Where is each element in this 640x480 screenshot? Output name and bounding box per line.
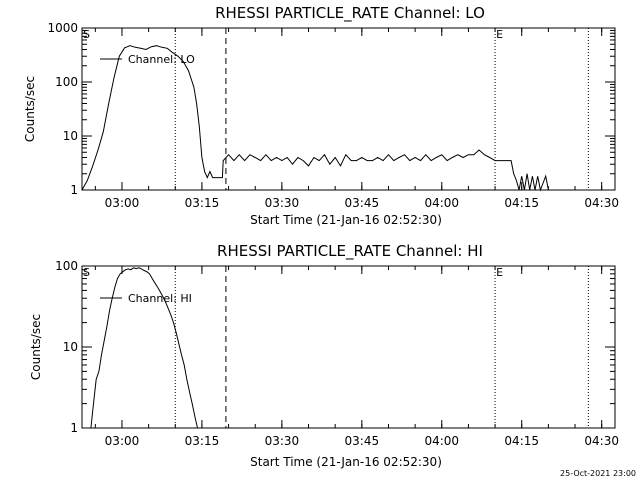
hi-panel-title: RHESSI PARTICLE_RATE Channel: HI xyxy=(217,242,483,261)
hi-series-line xyxy=(90,267,198,429)
lo-y-tick-label: 10 xyxy=(63,129,78,143)
lo-x-tick-label: 03:30 xyxy=(265,196,300,210)
hi-x-axis-ticks: 03:00 03:15 03:30 03:45 04:00 04:15 04:30 xyxy=(94,266,619,448)
hi-marker-label: S xyxy=(83,266,90,279)
lo-plot-frame xyxy=(81,27,616,191)
hi-marker-label: E xyxy=(496,266,503,279)
hi-x-tick-label: 03:15 xyxy=(185,434,220,448)
hi-x-tick-label: 03:45 xyxy=(345,434,380,448)
lo-legend-label: Channel: LO xyxy=(128,53,195,66)
hi-y-tick-label: 10 xyxy=(63,340,78,354)
lo-y-axis-ticks: 1 10 100 1000 xyxy=(47,21,615,197)
hi-x-axis-label: Start Time (21-Jan-16 02:52:30) xyxy=(250,455,442,469)
hi-legend-label: Channel: HI xyxy=(128,292,192,305)
lo-channel-panel: RHESSI PARTICLE_RATE Channel: LO S E 03:0… xyxy=(23,4,619,227)
lo-y-tick-label: 1000 xyxy=(47,21,78,35)
hi-x-tick-label: 04:15 xyxy=(504,434,539,448)
lo-x-tick-label: 03:00 xyxy=(105,196,140,210)
lo-marker-label: E xyxy=(496,28,503,41)
hi-x-tick-label: 03:00 xyxy=(105,434,140,448)
lo-series-line xyxy=(81,45,549,192)
hi-x-tick-label: 04:00 xyxy=(424,434,459,448)
lo-x-tick-label: 04:30 xyxy=(584,196,619,210)
lo-y-tick-label: 100 xyxy=(55,75,78,89)
hi-y-tick-label: 100 xyxy=(55,259,78,273)
plot-timestamp: 25-Oct-2021 23:00 xyxy=(560,469,636,478)
lo-y-tick-label: 1 xyxy=(70,183,78,197)
lo-x-tick-label: 04:15 xyxy=(504,196,539,210)
hi-x-tick-label: 04:30 xyxy=(584,434,619,448)
lo-x-tick-label: 03:15 xyxy=(185,196,220,210)
lo-x-tick-label: 04:00 xyxy=(424,196,459,210)
hi-y-axis-ticks: 1 10 100 xyxy=(55,259,615,435)
hi-plot-frame xyxy=(81,265,616,429)
lo-panel-title: RHESSI PARTICLE_RATE Channel: LO xyxy=(215,4,485,23)
lo-y-axis-label: Counts/sec xyxy=(23,76,37,142)
hi-x-tick-label: 03:30 xyxy=(265,434,300,448)
lo-x-axis-ticks: 03:00 03:15 03:30 03:45 04:00 04:15 04:30 xyxy=(94,28,619,210)
hi-y-axis-label: Counts/sec xyxy=(29,314,43,380)
lo-x-tick-label: 03:45 xyxy=(345,196,380,210)
lo-x-axis-label: Start Time (21-Jan-16 02:52:30) xyxy=(250,213,442,227)
lo-marker-label: S xyxy=(83,28,90,41)
hi-y-tick-label: 1 xyxy=(70,421,78,435)
